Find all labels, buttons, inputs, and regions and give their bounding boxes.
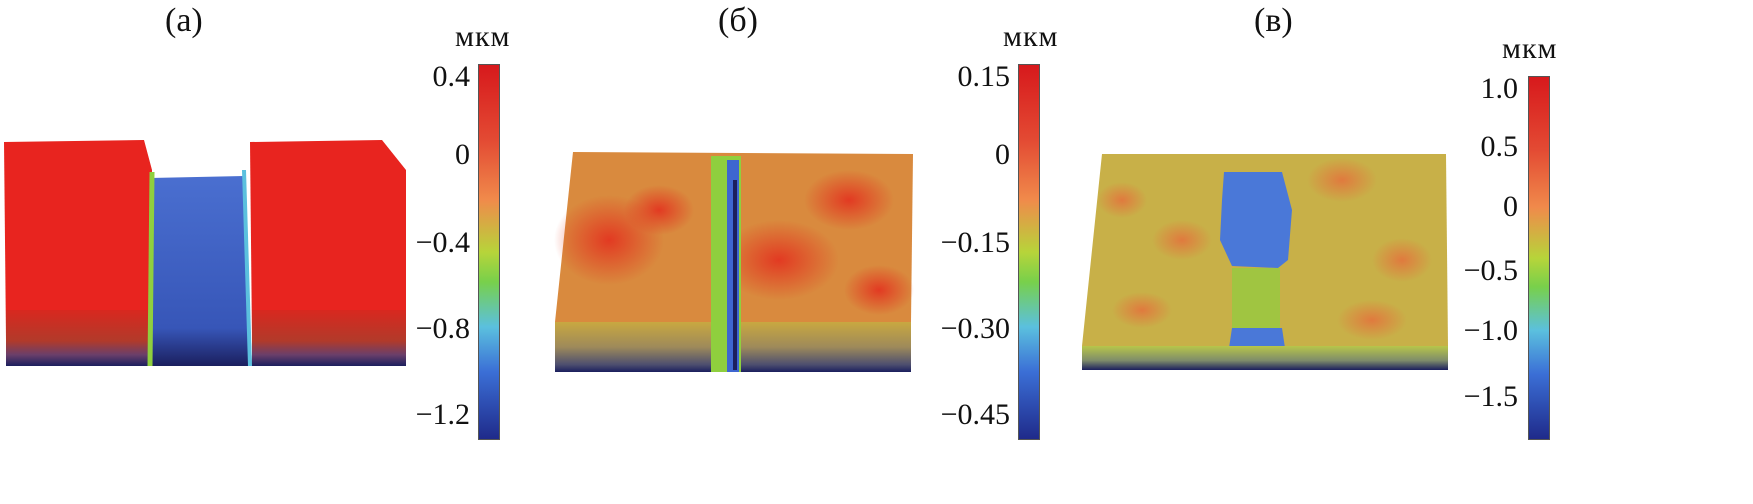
colorbar-a-tick: −1.2	[415, 398, 470, 431]
surface-a	[4, 140, 406, 367]
colorbar-c-tick: −0.5	[1463, 254, 1518, 287]
colorbar-a-unit: мкм	[455, 20, 511, 53]
colorbar-c-unit: мкм	[1502, 32, 1558, 65]
colorbar-a-tick: −0.4	[415, 226, 470, 259]
colorbar-a-tick: −0.8	[415, 312, 470, 345]
colorbar-c-tick: 0	[1503, 190, 1518, 223]
panel-a-label: (а)	[165, 2, 203, 39]
colorbar-a-tick: 0	[455, 138, 470, 171]
colorbar-a	[478, 64, 500, 440]
panel-b-label: (б)	[718, 2, 758, 39]
colorbar-c-tick: 0.5	[1480, 130, 1519, 163]
panel-c-label: (в)	[1254, 2, 1293, 39]
surface-b	[554, 152, 914, 372]
colorbar-b-tick: −0.30	[940, 312, 1010, 345]
colorbar-c-tick: 1.0	[1480, 72, 1519, 105]
colorbar-b-unit: мкм	[1003, 20, 1059, 53]
surface-c	[1082, 154, 1448, 370]
colorbar-c-tick: −1.0	[1463, 314, 1518, 347]
colorbar-c-tick: −1.5	[1463, 380, 1518, 413]
colorbar-b-tick: −0.45	[940, 398, 1010, 431]
colorbar-b-tick: −0.15	[940, 226, 1010, 259]
colorbar-a-tick: 0.4	[432, 60, 471, 93]
colorbar-b	[1018, 64, 1040, 440]
colorbar-b-tick: 0	[995, 138, 1010, 171]
colorbar-c	[1528, 76, 1550, 440]
colorbar-b-tick: 0.15	[957, 60, 1011, 93]
